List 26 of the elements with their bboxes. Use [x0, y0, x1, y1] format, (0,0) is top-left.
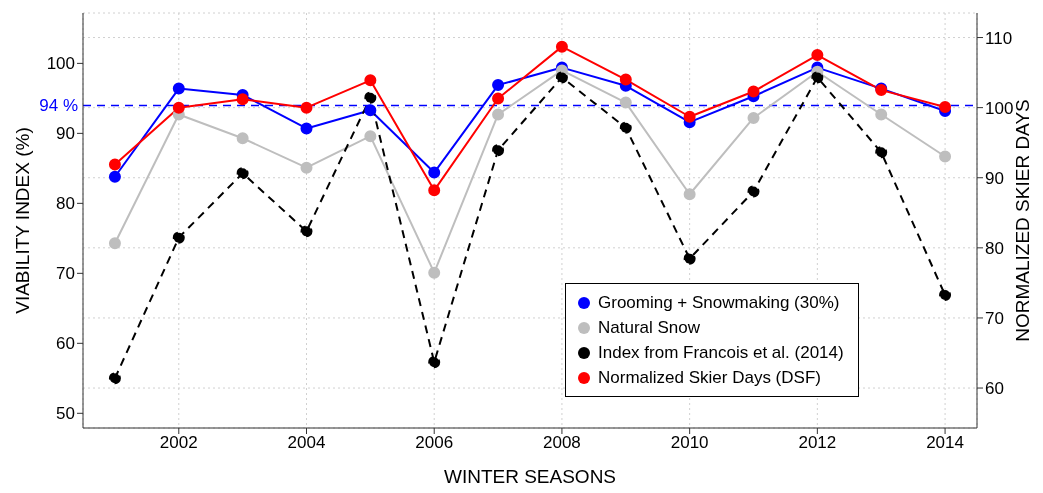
x-tick-label: 2006 — [415, 433, 454, 453]
x-axis-title: WINTER SEASONS — [443, 466, 617, 487]
x-tick-label: 2010 — [670, 433, 709, 453]
x-tick-label: 2004 — [287, 433, 326, 453]
x-tick-label: 2014 — [926, 433, 964, 453]
y2-tick-label: 100 — [985, 98, 1014, 118]
legend-label: Normalized Skier Days (DSF) — [598, 367, 821, 389]
legend-label: Grooming + Snowmaking (30%) — [598, 292, 840, 314]
ref-line-label: 94 % — [39, 96, 78, 116]
y2-tick-label: 110 — [985, 28, 1013, 48]
y-tick-label: 100 — [46, 54, 75, 74]
y-tick-label: 90 — [56, 124, 75, 144]
y-tick-label: 70 — [56, 264, 75, 284]
y-tick-label: 60 — [56, 334, 75, 354]
legend-label: Index from Francois et al. (2014) — [598, 342, 844, 364]
y-tick-label: 50 — [56, 404, 75, 424]
y-axis-title: VIABILITY INDEX (%) — [11, 127, 33, 314]
x-tick-label: 2008 — [543, 433, 581, 453]
y-tick-label: 80 — [56, 194, 75, 214]
y2-tick-label: 80 — [985, 238, 1004, 258]
legend-label: Natural Snow — [598, 317, 701, 339]
y2-tick-label: 60 — [985, 379, 1004, 399]
x-tick-label: 2002 — [159, 433, 198, 453]
y2-tick-label: 70 — [985, 308, 1004, 328]
x-tick-label: 2012 — [798, 433, 837, 453]
y2-tick-label: 90 — [985, 168, 1004, 188]
